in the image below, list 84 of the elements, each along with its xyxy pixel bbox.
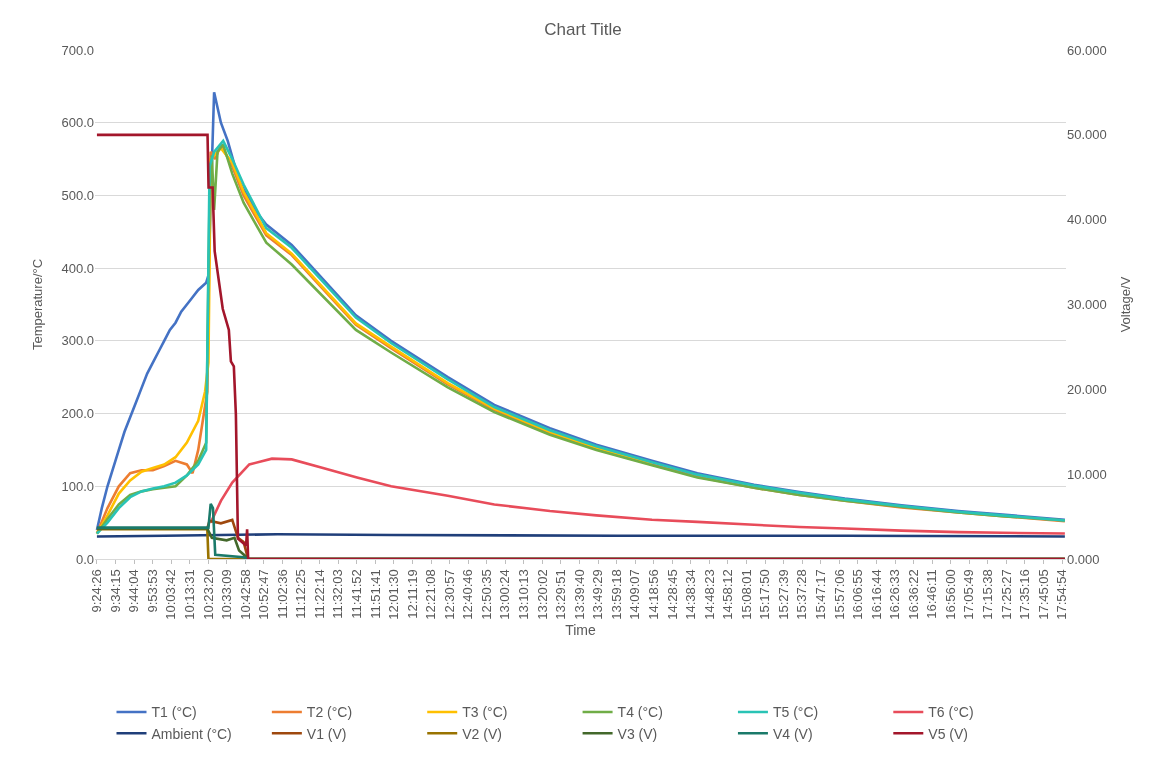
- x-tick-label: 17:25:27: [998, 569, 1014, 620]
- x-tick-label: 9:34:15: [107, 569, 123, 613]
- x-axis-title: Time: [565, 622, 597, 639]
- x-tick-label: 13:20:02: [534, 569, 550, 620]
- x-tick-label: 9:24:26: [89, 569, 105, 613]
- x-tick-label: 15:57:06: [831, 569, 847, 620]
- y-tick-label: 700.0: [61, 42, 94, 58]
- x-tick-label: 10:23:20: [200, 569, 216, 620]
- x-tick-label: 10:03:42: [163, 569, 179, 620]
- x-tick-label: 15:47:17: [812, 569, 828, 620]
- x-tick-label: 12:40:46: [460, 569, 476, 620]
- legend-label: T1 (°C): [151, 704, 197, 721]
- x-tick-label: 17:35:16: [1017, 569, 1033, 620]
- x-tick-label: 13:00:24: [497, 569, 513, 620]
- chart-title: Chart Title: [544, 19, 622, 39]
- y2-tick-label: 20.000: [1067, 381, 1107, 397]
- x-tick-label: 11:12:25: [293, 569, 309, 619]
- y-tick-label: 100.0: [61, 478, 94, 494]
- x-tick-label: 11:22:14: [311, 569, 327, 619]
- x-tick-label: 12:21:08: [423, 569, 439, 620]
- x-tick-label: 10:42:58: [237, 569, 253, 620]
- x-tick-label: 14:48:23: [701, 569, 717, 620]
- x-tick-label: 14:09:07: [627, 569, 643, 620]
- x-tick-label: 11:41:52: [349, 569, 365, 619]
- x-tick-label: 10:52:47: [256, 569, 272, 620]
- x-tick-label: 15:17:50: [757, 569, 773, 620]
- x-tick-label: 15:37:28: [794, 569, 810, 620]
- x-tick-label: 16:46:11: [924, 569, 940, 619]
- y-axis-title: Temperature/°C: [30, 258, 46, 351]
- x-tick-label: 17:15:38: [980, 569, 996, 620]
- y2-tick-label: 60.000: [1067, 42, 1107, 58]
- legend-label: T5 (°C): [772, 704, 819, 721]
- legend-label: V3 (V): [617, 725, 658, 742]
- legend-label: T3 (°C): [462, 704, 508, 721]
- x-tick-label: 15:08:01: [738, 569, 754, 620]
- y-tick-label: 600.0: [61, 115, 94, 131]
- x-tick-label: 12:30:57: [441, 569, 457, 620]
- x-tick-label: 12:50:35: [478, 569, 494, 620]
- x-tick-label: 9:53:53: [144, 569, 160, 613]
- y-tick-label: 300.0: [61, 333, 94, 349]
- y2-tick-label: 40.000: [1067, 212, 1107, 228]
- x-tick-label: 17:05:49: [961, 569, 977, 620]
- y2-tick-label: 30.000: [1067, 297, 1107, 313]
- x-tick-label: 14:28:45: [664, 569, 680, 620]
- x-tick-label: 11:51:41: [367, 569, 383, 619]
- x-tick-label: 13:59:18: [608, 569, 624, 620]
- legend-label: V4 (V): [772, 725, 813, 742]
- legend-label: V5 (V): [928, 725, 968, 742]
- x-tick-label: 16:06:55: [850, 569, 866, 620]
- y2-tick-label: 50.000: [1067, 127, 1107, 143]
- y2-axis-title: Voltage/V: [1118, 276, 1134, 333]
- y-tick-label: 500.0: [61, 187, 94, 203]
- x-tick-label: 9:44:04: [126, 569, 142, 613]
- x-tick-label: 13:39:40: [571, 569, 587, 620]
- legend-label: V2 (V): [462, 725, 502, 742]
- legend-label: T6 (°C): [928, 704, 974, 721]
- x-tick-label: 14:38:34: [683, 569, 699, 620]
- x-tick-label: 12:11:19: [404, 569, 420, 619]
- x-tick-label: 11:32:03: [330, 569, 346, 619]
- x-tick-label: 13:49:29: [590, 569, 606, 620]
- x-tick-label: 16:36:22: [905, 569, 921, 620]
- x-tick-label: 15:27:39: [775, 569, 791, 620]
- y2-tick-label: 10.000: [1067, 466, 1107, 482]
- legend-label: T4 (°C): [617, 704, 663, 721]
- x-tick-label: 16:26:33: [887, 569, 903, 620]
- legend-label: V1 (V): [306, 725, 347, 742]
- x-tick-label: 16:56:00: [942, 569, 958, 620]
- x-tick-label: 13:29:51: [553, 569, 569, 620]
- y2-tick-label: 0.000: [1067, 551, 1100, 567]
- y-tick-label: 400.0: [61, 260, 94, 276]
- x-tick-label: 11:02:36: [274, 569, 290, 619]
- y-tick-label: 200.0: [61, 406, 94, 422]
- x-tick-label: 16:16:44: [868, 569, 884, 620]
- x-tick-label: 12:01:30: [386, 569, 402, 620]
- legend-label: Ambient (°C): [151, 725, 232, 742]
- y-tick-label: 0.0: [75, 551, 94, 567]
- x-tick-label: 14:18:56: [645, 569, 661, 620]
- x-tick-label: 17:54:54: [1054, 569, 1070, 620]
- x-tick-label: 17:45:05: [1035, 569, 1051, 620]
- x-tick-label: 14:58:12: [720, 569, 736, 620]
- x-tick-label: 13:10:13: [516, 569, 532, 620]
- x-tick-label: 10:33:09: [219, 569, 235, 620]
- legend-label: T2 (°C): [306, 704, 353, 721]
- x-tick-label: 10:13:31: [181, 569, 197, 620]
